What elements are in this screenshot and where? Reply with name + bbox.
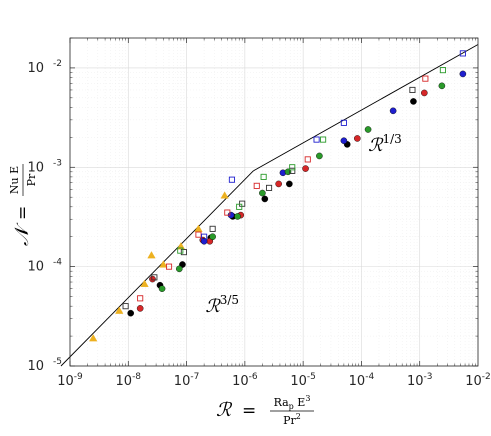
x-tick-label: 10-7 bbox=[174, 372, 200, 389]
data-point-triangle bbox=[140, 279, 149, 287]
data-point-circle bbox=[259, 189, 266, 197]
data-point-circle bbox=[127, 309, 134, 317]
data-point-square bbox=[209, 225, 216, 232]
y-tick-label: 10 -5 bbox=[27, 357, 62, 374]
data-point-square bbox=[313, 136, 320, 143]
data-point-square bbox=[289, 167, 296, 174]
fit-line bbox=[60, 170, 254, 367]
x-tick-label: 10-4 bbox=[349, 372, 375, 389]
data-point-square bbox=[122, 303, 129, 310]
data-point-square bbox=[180, 249, 187, 256]
data-point-square bbox=[289, 164, 296, 171]
data-point-circle bbox=[261, 195, 269, 203]
x-axis-numerator: Rap E3 bbox=[274, 394, 311, 411]
x-tick-label: 10-9 bbox=[57, 372, 83, 389]
data-point-circle bbox=[389, 107, 397, 115]
fit-line bbox=[253, 44, 479, 172]
data-point-square bbox=[177, 247, 184, 254]
y-axis-symbol: 𝒩 bbox=[11, 222, 33, 246]
data-point-circle bbox=[364, 126, 372, 133]
minor-grid bbox=[70, 37, 478, 366]
data-point-square bbox=[422, 75, 429, 82]
data-point-square bbox=[201, 233, 208, 240]
plot-frame bbox=[69, 37, 479, 367]
data-point-circle bbox=[410, 98, 417, 105]
y-tick-labels: 10-5 10-4 10-3 10-2 bbox=[27, 59, 62, 374]
y-tick-label: 10 -4 bbox=[27, 258, 62, 275]
data-point-circle bbox=[302, 165, 309, 172]
x-tick-label: 10-5 bbox=[290, 372, 316, 389]
data-point-square bbox=[137, 295, 144, 302]
axis-ticks bbox=[69, 37, 478, 367]
data-point-square bbox=[253, 182, 260, 189]
data-point-circle bbox=[316, 152, 323, 160]
y-tick-label: 10 -2 bbox=[27, 59, 62, 76]
data-point-triangle bbox=[220, 191, 229, 199]
data-point-square bbox=[236, 203, 243, 210]
data-point-circle bbox=[354, 135, 361, 142]
x-tick-label: 10-6 bbox=[232, 372, 258, 389]
data-point-triangle bbox=[159, 260, 168, 268]
data-point-circle bbox=[340, 137, 348, 145]
x-axis-equals: = bbox=[242, 401, 256, 421]
data-point-circle bbox=[175, 265, 183, 273]
data-point-square bbox=[228, 176, 235, 183]
x-tick-label: 10-3 bbox=[407, 372, 433, 389]
x-tick-labels: 10-9 10-8 10-7 10-6 10-5 10-4 10-3 10-2 bbox=[57, 372, 491, 389]
y-axis-numerator: Nu E bbox=[8, 166, 21, 194]
data-points bbox=[89, 50, 467, 342]
plot-background bbox=[70, 38, 478, 366]
data-point-circle bbox=[158, 285, 166, 292]
data-point-square bbox=[165, 263, 173, 270]
data-point-square bbox=[320, 136, 327, 143]
data-point-square bbox=[340, 119, 347, 126]
data-point-square bbox=[304, 156, 311, 163]
x-axis-symbol: ℛ bbox=[216, 399, 233, 421]
data-point-square bbox=[151, 274, 158, 281]
data-point-square bbox=[265, 184, 273, 191]
data-point-square bbox=[260, 173, 267, 180]
fit-lines bbox=[60, 44, 479, 367]
data-point-circle bbox=[275, 180, 282, 188]
data-point-square bbox=[439, 67, 446, 74]
data-point-circle bbox=[149, 275, 156, 283]
data-point-circle bbox=[209, 233, 216, 241]
data-point-square bbox=[459, 50, 466, 57]
x-axis-denominator: Pr2 bbox=[283, 412, 301, 427]
data-point-circle bbox=[459, 70, 467, 78]
data-point-triangle bbox=[89, 334, 98, 342]
y-axis-denominator: Pr bbox=[25, 173, 38, 186]
y-axis-equals: = bbox=[13, 206, 33, 220]
data-point-circle bbox=[234, 213, 241, 220]
x-tick-label: 10-2 bbox=[465, 372, 491, 389]
data-point-circle bbox=[286, 180, 293, 188]
data-point-triangle bbox=[147, 251, 156, 259]
data-point-square bbox=[409, 86, 416, 94]
y-tick-label: 10 -3 bbox=[27, 158, 62, 175]
scaling-annotation: ℛ1/3 bbox=[368, 132, 402, 156]
y-axis-label: 𝒩 = Nu E Pr bbox=[8, 164, 38, 246]
data-point-circle bbox=[136, 305, 144, 312]
data-point-square bbox=[224, 209, 231, 216]
scaling-annotation: ℛ3/5 bbox=[205, 293, 239, 317]
annotations: ℛ3/5 ℛ1/3 bbox=[205, 132, 401, 317]
data-point-triangle bbox=[115, 306, 124, 314]
data-point-circle bbox=[438, 82, 446, 90]
data-point-circle bbox=[421, 89, 428, 97]
x-tick-label: 10-8 bbox=[116, 372, 142, 389]
